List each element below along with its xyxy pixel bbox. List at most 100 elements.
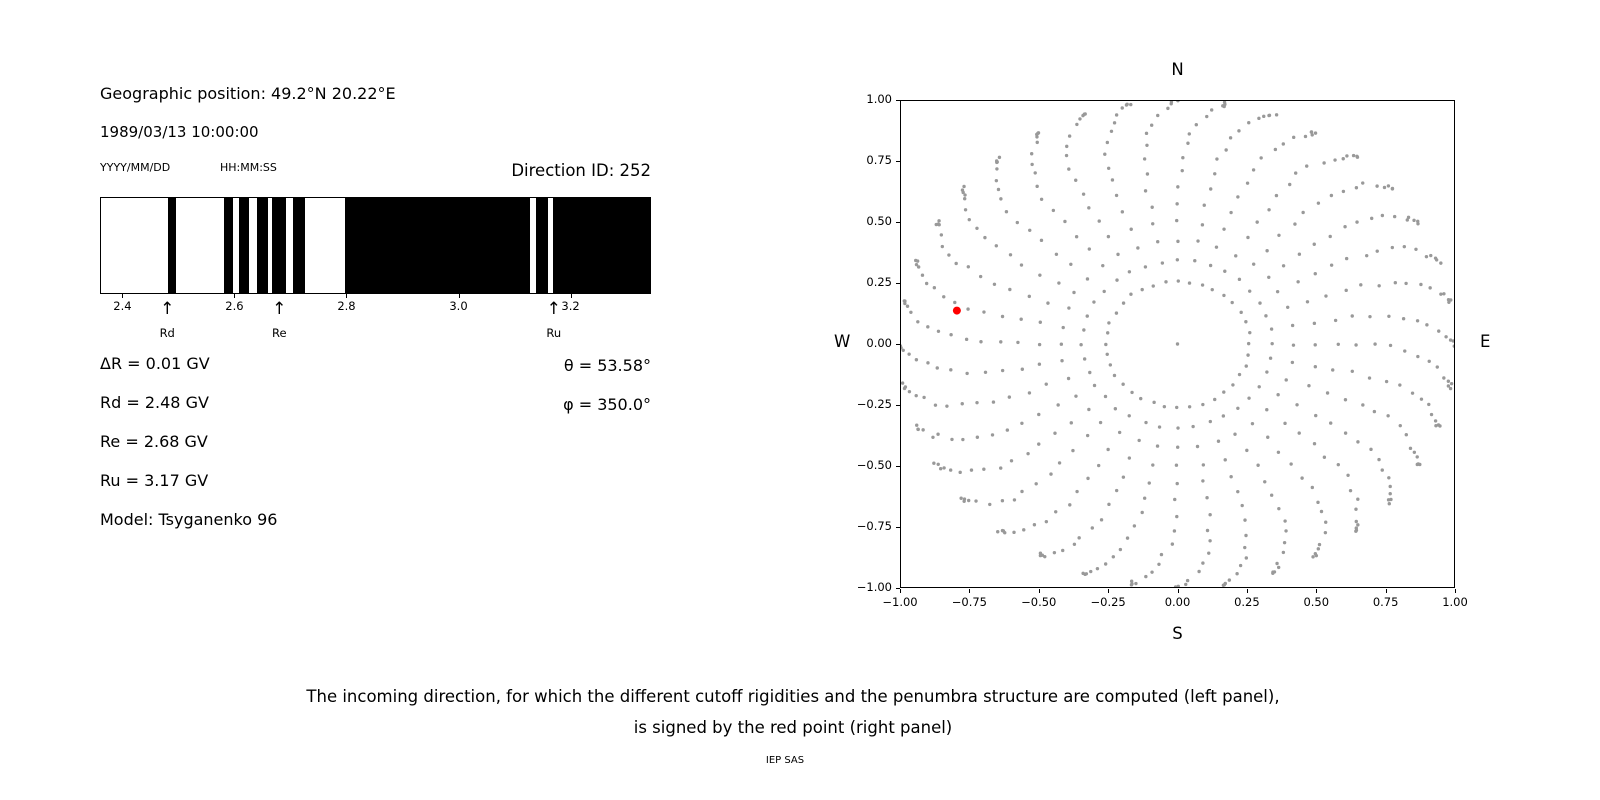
direction-dot — [1250, 421, 1255, 426]
direction-dot — [1375, 249, 1379, 253]
direction-dot — [1134, 581, 1138, 586]
x-tick-mark — [1177, 589, 1179, 593]
direction-dot — [1386, 184, 1391, 188]
direction-dot — [1176, 185, 1180, 189]
phi-label: φ = 350.0° — [563, 395, 651, 414]
direction-dot — [1256, 463, 1260, 467]
direction-dot — [1354, 519, 1358, 524]
direction-dot — [1419, 397, 1424, 401]
direction-dot — [1152, 400, 1156, 405]
direction-dot — [1157, 562, 1161, 567]
direction-dot — [962, 184, 966, 189]
direction-dot — [1143, 189, 1148, 193]
direction-dot — [1069, 262, 1073, 266]
x-tick-mark — [969, 589, 971, 593]
direction-dot — [1130, 390, 1134, 395]
direction-dot — [1104, 342, 1108, 347]
direction-dot — [1156, 240, 1160, 244]
direction-dot — [931, 435, 935, 439]
direction-dot — [961, 437, 965, 442]
direction-dot — [1069, 421, 1073, 425]
direction-dot — [1176, 584, 1180, 588]
direction-dot — [1113, 407, 1118, 411]
direction-dot — [1207, 551, 1211, 555]
direction-dot — [1281, 550, 1286, 555]
direction-dot — [1208, 513, 1212, 517]
direction-dot — [953, 300, 957, 305]
direction-dot — [1202, 203, 1206, 207]
direction-dot — [1205, 496, 1209, 500]
direction-dot — [1109, 129, 1114, 133]
direction-dot — [992, 282, 997, 286]
direction-dot — [1129, 583, 1134, 587]
direction-dot — [975, 400, 979, 405]
direction-dot — [1034, 482, 1038, 486]
direction-dot — [1101, 263, 1105, 268]
direction-dot — [1194, 123, 1198, 127]
direction-dot — [1224, 148, 1228, 152]
direction-dot — [1005, 428, 1010, 432]
direction-dot — [1110, 178, 1115, 182]
direction-dot — [982, 467, 986, 471]
direction-dot — [1039, 238, 1044, 243]
direction-dot — [975, 435, 980, 439]
direction-dot — [1350, 314, 1354, 318]
direction-dot — [1427, 359, 1431, 363]
direction-dot — [1377, 457, 1381, 462]
x-tick-mark — [1455, 589, 1456, 593]
direction-dot — [1433, 256, 1438, 260]
direction-dot — [1297, 252, 1302, 256]
direction-dot — [1449, 298, 1453, 302]
x-tick-label: 2.8 — [337, 299, 356, 313]
direction-dot — [1221, 583, 1226, 587]
direction-dot — [1442, 292, 1446, 296]
direction-dot — [1087, 407, 1091, 412]
direction-dot — [1282, 540, 1287, 545]
direction-dot — [994, 159, 999, 163]
direction-dot — [1103, 152, 1107, 156]
direction-dot — [1072, 290, 1076, 295]
direction-dot — [1311, 555, 1315, 559]
compass-south-label: S — [1172, 624, 1183, 643]
direction-dot — [1121, 382, 1125, 386]
direction-dot — [1322, 161, 1326, 165]
direction-dot — [1139, 396, 1143, 401]
direction-dot — [1284, 378, 1288, 382]
direction-dot — [1329, 421, 1333, 425]
direction-dot — [1205, 528, 1210, 533]
direction-dot — [1038, 553, 1043, 558]
penumbra-band — [344, 198, 531, 293]
direction-dot — [1085, 277, 1090, 281]
direction-dot — [1255, 220, 1259, 224]
direction-dot — [1244, 320, 1248, 324]
direction-dot — [979, 340, 983, 344]
direction-dot — [914, 258, 918, 263]
direction-dot — [1387, 314, 1391, 319]
direction-dot — [1221, 414, 1226, 418]
direction-dot — [1187, 405, 1192, 409]
direction-dot — [1004, 210, 1009, 214]
direction-dot — [1035, 184, 1039, 189]
direction-dot — [1129, 579, 1134, 583]
direction-dot — [1405, 218, 1409, 222]
x-tick-label: −0.50 — [1021, 595, 1057, 609]
direction-dot — [1237, 129, 1241, 133]
direction-dot — [1121, 475, 1126, 479]
direction-dot — [1293, 171, 1298, 175]
direction-dot — [1386, 414, 1390, 418]
direction-dot — [1449, 381, 1454, 386]
direction-dot — [1112, 373, 1117, 378]
time-format-label: HH:MM:SS — [220, 161, 277, 174]
direction-dot — [1350, 369, 1354, 373]
direction-dot — [1074, 234, 1079, 239]
direction-dot — [1387, 476, 1391, 480]
direction-dot — [969, 468, 974, 472]
direction-dot — [1436, 423, 1441, 427]
direction-dot — [1263, 480, 1267, 484]
x-tick-label: 3.0 — [449, 299, 468, 313]
direction-dot — [1019, 317, 1023, 321]
x-tick-label: −0.25 — [1090, 595, 1126, 609]
direction-dot — [991, 400, 996, 404]
direction-dot — [907, 352, 911, 356]
direction-dot — [1446, 379, 1451, 383]
